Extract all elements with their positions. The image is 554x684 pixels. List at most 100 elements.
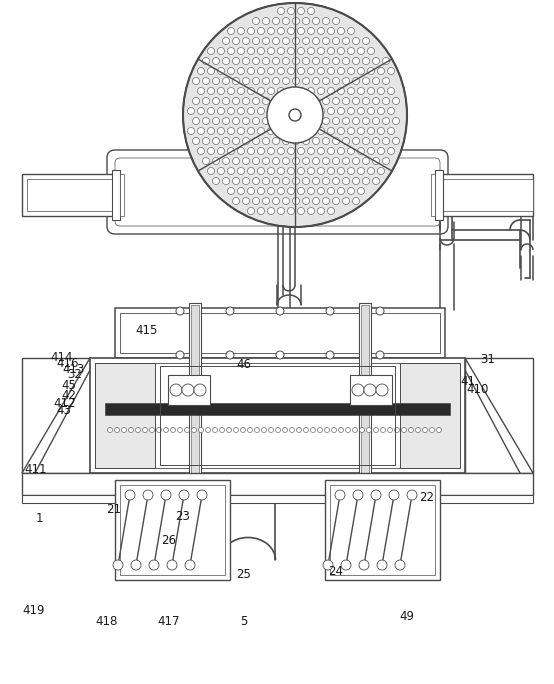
Circle shape — [382, 118, 389, 124]
Circle shape — [288, 187, 295, 194]
Circle shape — [347, 168, 355, 174]
Circle shape — [331, 428, 336, 432]
Circle shape — [268, 88, 274, 94]
Circle shape — [268, 27, 274, 34]
Circle shape — [352, 77, 360, 85]
Circle shape — [297, 187, 305, 194]
Circle shape — [278, 127, 285, 135]
Circle shape — [263, 118, 269, 124]
Circle shape — [243, 38, 249, 44]
Circle shape — [337, 68, 345, 75]
Circle shape — [362, 118, 370, 124]
Circle shape — [347, 88, 355, 94]
Circle shape — [238, 168, 244, 174]
Circle shape — [423, 428, 428, 432]
Circle shape — [342, 178, 350, 185]
Circle shape — [233, 57, 239, 64]
Circle shape — [377, 88, 384, 94]
Circle shape — [337, 47, 345, 55]
Text: 43: 43 — [57, 404, 71, 417]
Circle shape — [367, 68, 375, 75]
Circle shape — [288, 168, 295, 174]
Circle shape — [312, 98, 320, 105]
Circle shape — [278, 68, 285, 75]
Circle shape — [268, 187, 274, 194]
Circle shape — [187, 127, 194, 135]
Circle shape — [377, 107, 384, 114]
Circle shape — [312, 38, 320, 44]
Circle shape — [243, 98, 249, 105]
Circle shape — [149, 560, 159, 570]
Circle shape — [293, 57, 300, 64]
Circle shape — [198, 428, 203, 432]
Bar — [115, 308, 445, 358]
Circle shape — [387, 127, 394, 135]
Circle shape — [113, 560, 123, 570]
Circle shape — [283, 57, 290, 64]
Circle shape — [268, 148, 274, 155]
Circle shape — [332, 118, 340, 124]
Circle shape — [288, 27, 295, 34]
Circle shape — [302, 57, 310, 64]
Circle shape — [288, 68, 295, 75]
Circle shape — [253, 38, 259, 44]
Bar — [443, 179, 533, 211]
Circle shape — [233, 98, 239, 105]
Circle shape — [317, 207, 325, 215]
Bar — [325, 480, 440, 580]
Circle shape — [322, 157, 330, 164]
Circle shape — [248, 88, 254, 94]
Circle shape — [258, 107, 264, 114]
Circle shape — [263, 178, 269, 185]
Circle shape — [273, 57, 280, 64]
Circle shape — [161, 490, 171, 500]
Circle shape — [253, 18, 259, 25]
Bar — [361, 305, 369, 481]
Circle shape — [197, 107, 204, 114]
Bar — [120, 313, 440, 353]
Circle shape — [293, 198, 300, 205]
Circle shape — [317, 107, 325, 114]
Circle shape — [357, 148, 365, 155]
Circle shape — [283, 77, 290, 85]
Circle shape — [307, 207, 315, 215]
Text: 49: 49 — [399, 610, 415, 624]
Circle shape — [203, 118, 209, 124]
Text: 413: 413 — [62, 363, 84, 376]
Circle shape — [342, 77, 350, 85]
Circle shape — [289, 109, 301, 121]
Bar — [350, 375, 392, 405]
Circle shape — [367, 47, 375, 55]
Circle shape — [327, 27, 335, 34]
Circle shape — [376, 351, 384, 359]
Circle shape — [156, 428, 162, 432]
Circle shape — [223, 137, 229, 144]
Bar — [27, 179, 117, 211]
Circle shape — [322, 38, 330, 44]
Circle shape — [278, 168, 285, 174]
Circle shape — [337, 27, 345, 34]
Circle shape — [360, 428, 365, 432]
Circle shape — [302, 198, 310, 205]
Circle shape — [332, 57, 340, 64]
Circle shape — [332, 178, 340, 185]
Circle shape — [312, 178, 320, 185]
Circle shape — [268, 107, 274, 114]
Circle shape — [317, 168, 325, 174]
Text: 32: 32 — [68, 368, 82, 382]
Circle shape — [213, 118, 219, 124]
Circle shape — [347, 47, 355, 55]
Circle shape — [310, 428, 315, 432]
Circle shape — [362, 157, 370, 164]
Circle shape — [307, 47, 315, 55]
Circle shape — [243, 198, 249, 205]
Circle shape — [341, 560, 351, 570]
Circle shape — [167, 560, 177, 570]
Circle shape — [276, 307, 284, 315]
Circle shape — [429, 428, 434, 432]
Circle shape — [227, 428, 232, 432]
Circle shape — [337, 88, 345, 94]
Circle shape — [307, 8, 315, 14]
Circle shape — [213, 57, 219, 64]
Circle shape — [353, 490, 363, 500]
